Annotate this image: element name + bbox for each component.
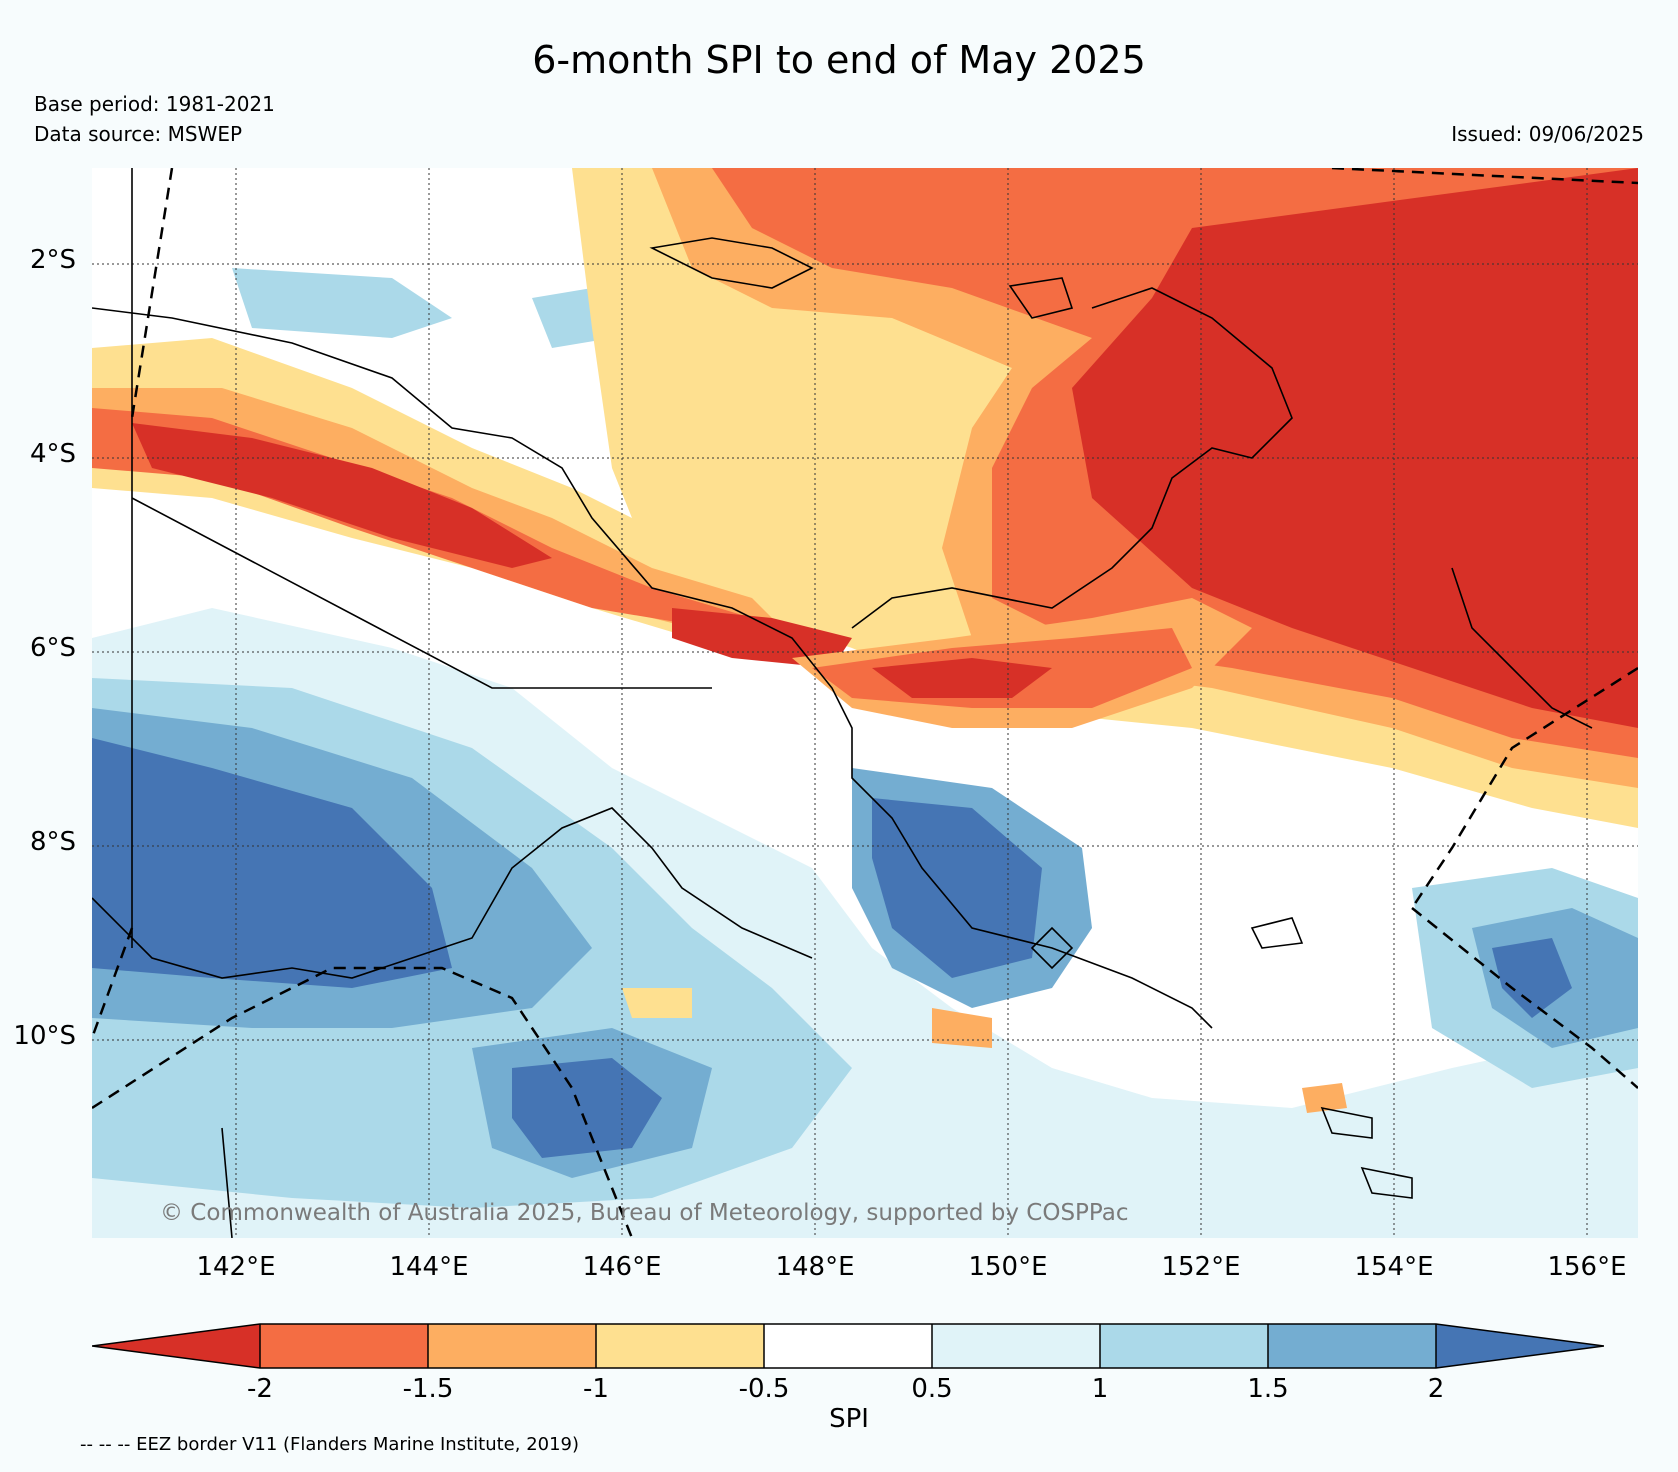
colorbar-segment-minus-0.5-to-0.5 bbox=[764, 1324, 932, 1368]
colorbar-tick-label: 2 bbox=[1427, 1374, 1445, 1404]
lon-label-146e: 146°E bbox=[582, 1252, 662, 1282]
data-source-text: Data source: MSWEP bbox=[34, 122, 243, 146]
lat-label-2s: 2°S bbox=[29, 245, 76, 275]
spi-map bbox=[92, 168, 1638, 1238]
lon-label-144e: 144°E bbox=[389, 1252, 469, 1282]
colorbar-segment-above-2 bbox=[1436, 1324, 1604, 1368]
colorbar-segment-below-minus-2 bbox=[92, 1324, 260, 1368]
lon-label-150e: 150°E bbox=[968, 1252, 1048, 1282]
colorbar-tick-label: -1.5 bbox=[402, 1374, 454, 1404]
spi-map-canvas bbox=[92, 168, 1638, 1238]
colorbar-tick-label: 1.5 bbox=[1247, 1374, 1289, 1404]
colorbar-tick-label: -1 bbox=[583, 1374, 609, 1404]
eez-borders bbox=[92, 168, 1638, 1238]
issued-date-text: Issued: 09/06/2025 bbox=[1451, 122, 1644, 146]
base-period-text: Base period: 1981-2021 bbox=[34, 92, 275, 116]
dry-anomaly-areas bbox=[92, 168, 1638, 1113]
lon-label-148e: 148°E bbox=[775, 1252, 855, 1282]
colorbar-segment-0.5-to-1 bbox=[932, 1324, 1100, 1368]
lon-label-142e: 142°E bbox=[196, 1252, 276, 1282]
lat-label-6s: 6°S bbox=[29, 633, 76, 663]
lon-label-154e: 154°E bbox=[1354, 1252, 1434, 1282]
colorbar-segment-minus-2-to-minus-1.5 bbox=[260, 1324, 428, 1368]
graticule bbox=[92, 168, 1638, 1238]
spi-colorbar bbox=[92, 1323, 1604, 1369]
colorbar-segment-minus-1-to-minus-0.5 bbox=[596, 1324, 764, 1368]
copyright-notice: © Commonwealth of Australia 2025, Bureau… bbox=[160, 1200, 1129, 1226]
colorbar-tick-label: 0.5 bbox=[911, 1374, 953, 1404]
coastlines bbox=[92, 168, 1593, 1238]
lon-label-152e: 152°E bbox=[1161, 1252, 1241, 1282]
colorbar-segment-1.5-to-2 bbox=[1268, 1324, 1436, 1368]
lat-label-8s: 8°S bbox=[29, 827, 76, 857]
lon-label-156e: 156°E bbox=[1547, 1252, 1627, 1282]
colorbar-segment-minus-1.5-to-minus-1 bbox=[428, 1324, 596, 1368]
colorbar-tick-label: -0.5 bbox=[738, 1374, 790, 1404]
colorbar-segment-1-to-1.5 bbox=[1100, 1324, 1268, 1368]
eez-legend-note: -- -- -- EEZ border V11 (Flanders Marine… bbox=[80, 1434, 580, 1455]
colorbar-label: SPI bbox=[829, 1404, 869, 1434]
colorbar-tick-label: 1 bbox=[1091, 1374, 1109, 1404]
map-title: 6-month SPI to end of May 2025 bbox=[532, 38, 1146, 82]
wet-anomaly-areas bbox=[92, 268, 1638, 1238]
lat-label-4s: 4°S bbox=[29, 439, 76, 469]
lat-label-10s: 10°S bbox=[13, 1021, 76, 1051]
colorbar-tick-label: -2 bbox=[247, 1374, 273, 1404]
